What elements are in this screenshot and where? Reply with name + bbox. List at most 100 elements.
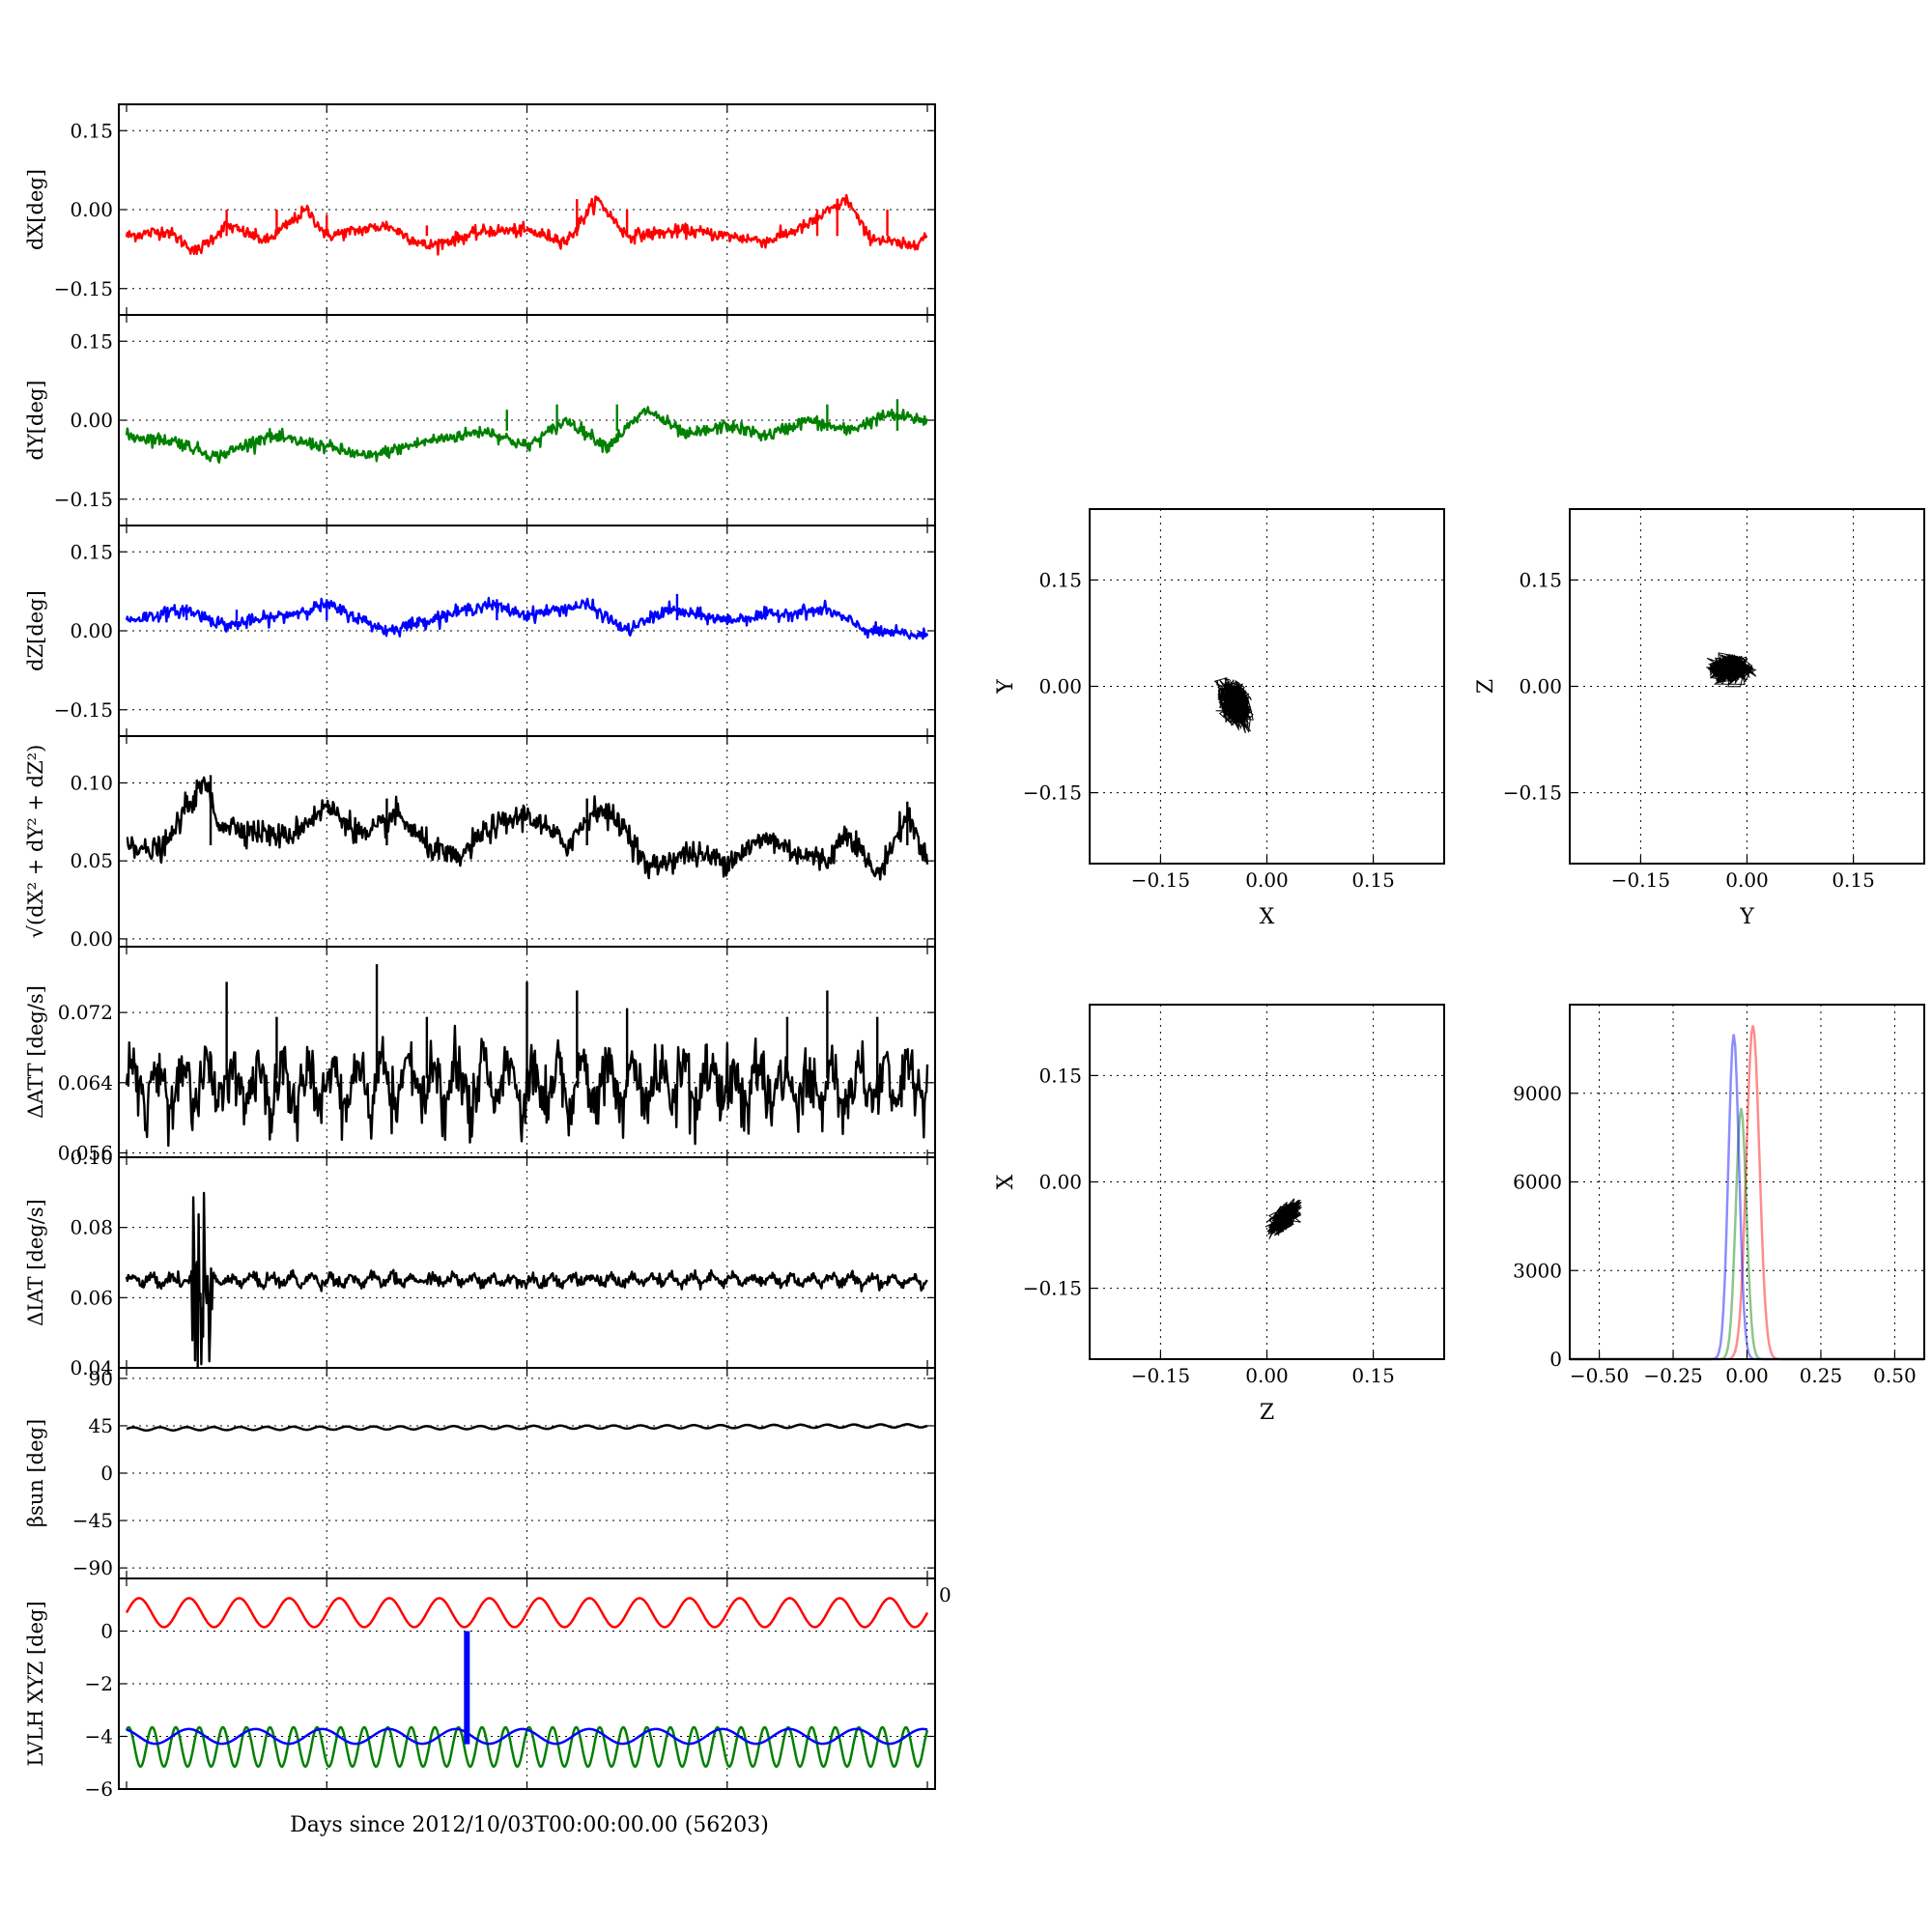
y-tick-label: −0.15 xyxy=(54,488,113,511)
x-tick-label: −0.50 xyxy=(1570,1364,1629,1387)
x-tick-label: 0.15 xyxy=(1351,868,1395,892)
y-tick-label: −0.15 xyxy=(1023,781,1082,805)
y-tick-label: −0.15 xyxy=(54,277,113,300)
y-tick-label: 9000 xyxy=(1513,1082,1562,1105)
series-line xyxy=(125,1725,929,1769)
y-tick-label: 0.00 xyxy=(1038,675,1082,698)
data-layer xyxy=(125,593,929,640)
y-tick-label: 0.00 xyxy=(70,619,113,642)
y-tick-label: 0.08 xyxy=(70,1216,113,1239)
panel-att: 0.056 0.064 0.072 ΔATT [deg/s] xyxy=(24,946,936,1164)
y-tick-label: 0.15 xyxy=(70,329,113,353)
stray-tick-label: 0 xyxy=(939,1583,952,1606)
y-axis-label: X xyxy=(994,1174,1018,1189)
y-axis-label: dY[deg] xyxy=(24,380,47,460)
y-tick-label: −90 xyxy=(72,1556,113,1579)
x-tick-label: 0.25 xyxy=(1800,1364,1843,1387)
y-tick-label: 0.056 xyxy=(58,1141,113,1164)
panel-xy: −0.15 0.00 0.15 −0.15 0.00 0.15 X Y xyxy=(994,508,1445,929)
panel-lvlh: −6 −4 −2 0 LVLH XYZ [deg] xyxy=(24,1577,936,1801)
y-tick-label: 0.00 xyxy=(1038,1171,1082,1194)
y-tick-label: 0.06 xyxy=(70,1286,113,1309)
y-tick-label: −6 xyxy=(85,1777,113,1801)
series-line xyxy=(125,596,929,640)
y-axis-label: ΔIAT [deg/s] xyxy=(24,1199,47,1326)
panel-hist: −0.50 −0.25 0.00 0.25 0.50 0 3000 6000 9000 xyxy=(1513,1004,1925,1387)
panel-yz: −0.15 0.00 0.15 −0.15 0.00 0.15 Y Z xyxy=(1474,508,1925,929)
x-tick-label: 0.15 xyxy=(1351,1364,1395,1387)
y-tick-label: 0 xyxy=(100,1620,113,1643)
data-layer xyxy=(125,399,929,464)
y-tick-label: 0.00 xyxy=(70,927,113,951)
data-layer xyxy=(126,1423,928,1433)
x-tick-label: 0.00 xyxy=(1245,868,1289,892)
y-tick-label: 0.00 xyxy=(1519,675,1562,698)
panel-zx: −0.15 0.00 0.15 −0.15 0.00 0.15 Z X xyxy=(994,1004,1445,1425)
series-line xyxy=(126,1727,928,1746)
scatter-trace xyxy=(1706,652,1757,688)
y-axis-label: √(dX² + dY² + dZ²) xyxy=(24,745,47,939)
x-tick-label: −0.25 xyxy=(1643,1364,1702,1387)
y-axis-label: Z xyxy=(1474,679,1498,694)
y-tick-label: −4 xyxy=(85,1725,113,1748)
y-tick-label: 3000 xyxy=(1513,1259,1562,1282)
y-axis-label: LVLH XYZ [deg] xyxy=(24,1601,47,1766)
x-tick-label: −0.15 xyxy=(1611,868,1670,892)
x-axis-label: Z xyxy=(1260,1401,1274,1425)
x-axis-label: Y xyxy=(1739,905,1754,929)
x-tick-label: 0.00 xyxy=(1725,1364,1769,1387)
y-tick-label: 0.05 xyxy=(70,849,113,872)
axes-frame xyxy=(1569,1004,1925,1360)
y-tick-label: 0.00 xyxy=(70,409,113,432)
y-tick-label: −0.15 xyxy=(54,698,113,722)
y-axis-label: Y xyxy=(994,679,1018,695)
scatter-trace xyxy=(1264,1198,1302,1239)
y-tick-label: −0.15 xyxy=(1503,781,1562,805)
y-tick-label: −0.15 xyxy=(1023,1277,1082,1300)
y-tick-label: 0.064 xyxy=(58,1071,113,1094)
series-line xyxy=(126,776,929,881)
axes-frame xyxy=(1089,1004,1445,1360)
y-axis-label: dZ[deg] xyxy=(24,590,47,671)
panel-dr: 0.00 0.05 0.10 √(dX² + dY² + dZ²) xyxy=(24,735,936,951)
x-tick-label: −0.15 xyxy=(1131,868,1190,892)
y-tick-label: 0 xyxy=(100,1462,113,1485)
y-tick-label: 0.15 xyxy=(70,540,113,563)
y-tick-label: 0 xyxy=(1549,1348,1562,1371)
y-tick-label: −2 xyxy=(85,1672,113,1695)
panel-dz: −0.15 0.00 0.15 dZ[deg] xyxy=(24,525,936,737)
scatter-trace xyxy=(1213,676,1254,734)
y-tick-label: 90 xyxy=(89,1367,113,1390)
panel-dx: −0.15 0.00 0.15 dX[deg] xyxy=(24,103,936,316)
axes-frame xyxy=(1569,508,1925,865)
y-tick-label: 45 xyxy=(89,1414,113,1437)
series-line xyxy=(125,1191,928,1368)
x-axis-label: X xyxy=(1260,905,1275,929)
y-tick-label: 0.04 xyxy=(70,1356,113,1379)
y-tick-label: 6000 xyxy=(1513,1171,1562,1194)
y-tick-label: 0.10 xyxy=(70,771,113,794)
plots-layer: −0.15 0.00 0.15 dX[deg] −0.15 0.00 0.15 dY[deg]… xyxy=(24,103,1925,1801)
y-tick-label: 0.00 xyxy=(70,198,113,221)
data-layer xyxy=(125,1597,929,1769)
y-axis-label: βsun [deg] xyxy=(24,1419,47,1527)
data-layer xyxy=(125,193,928,256)
axes-frame xyxy=(118,1577,936,1790)
y-tick-label: 0.15 xyxy=(1519,568,1562,591)
y-axis-label: ΔATT [deg/s] xyxy=(24,985,47,1119)
bottom-x-axis-label: Days since 2012/10/03T00:00:00.00 (56203… xyxy=(290,1813,769,1837)
series-line xyxy=(126,1423,928,1433)
x-tick-label: 0.00 xyxy=(1725,868,1769,892)
y-tick-label: 0.15 xyxy=(1038,1064,1082,1087)
axes-frame xyxy=(118,735,936,948)
series-line xyxy=(125,193,928,256)
y-tick-label: −45 xyxy=(72,1509,113,1532)
axes-frame xyxy=(1089,508,1445,865)
x-tick-label: −0.15 xyxy=(1131,1364,1190,1387)
y-tick-label: 0.15 xyxy=(70,119,113,142)
y-tick-label: 0.10 xyxy=(70,1146,113,1169)
data-layer xyxy=(125,964,929,1148)
axes-frame xyxy=(118,1156,936,1369)
data-layer xyxy=(125,1191,928,1368)
panel-beta: −90 −45 0 45 90 βsun [deg] xyxy=(24,1367,936,1579)
